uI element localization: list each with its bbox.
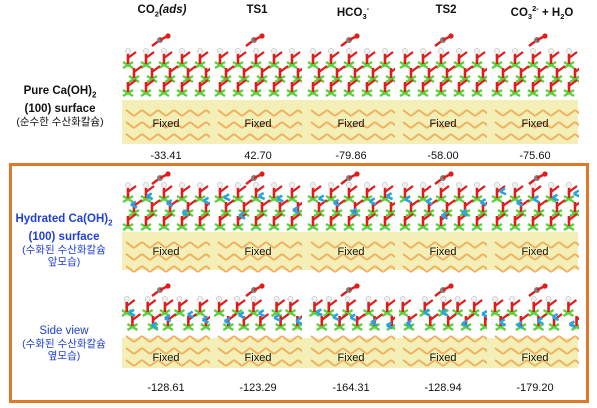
column-header-hco3: HCO3- bbox=[336, 4, 370, 22]
energy-value: -164.31 bbox=[332, 382, 370, 394]
hydrated-section-frame bbox=[9, 163, 589, 403]
fixed-label: Fixed bbox=[521, 352, 549, 364]
fixed-label: Fixed bbox=[429, 118, 457, 130]
column-header-ts1: TS1 bbox=[246, 4, 268, 16]
atomic-structure-svg bbox=[122, 33, 210, 141]
column-header-ts2: TS2 bbox=[435, 4, 457, 16]
structure-panel bbox=[214, 170, 302, 278]
energy-value: -33.41 bbox=[150, 150, 182, 162]
energy-value: -79.86 bbox=[335, 150, 367, 162]
structure-panel bbox=[399, 282, 487, 372]
fixed-label: Fixed bbox=[429, 352, 457, 364]
column-header-co3-h2o: CO32- + H2O bbox=[510, 4, 574, 22]
atomic-structure-svg bbox=[214, 171, 302, 273]
atomic-structure-svg bbox=[122, 171, 210, 273]
fixed-label: Fixed bbox=[152, 352, 180, 364]
structure-panel bbox=[307, 28, 395, 146]
structure-panel bbox=[399, 28, 487, 146]
energy-value: -75.60 bbox=[519, 150, 551, 162]
fixed-band-hydrated bbox=[122, 232, 578, 270]
atomic-structure-svg bbox=[214, 283, 302, 367]
fixed-label: Fixed bbox=[337, 246, 365, 258]
fixed-label: Fixed bbox=[521, 118, 549, 130]
fixed-label: Fixed bbox=[337, 118, 365, 130]
energy-value: -123.29 bbox=[239, 382, 277, 394]
row-label-pure: Pure Ca(OH)2 (100) surface (순수한 수산화칼슘) bbox=[16, 85, 104, 129]
row-label-side-view: Side view (수화된 수산화칼슘 옆모습) bbox=[22, 325, 106, 362]
row-label-hydrated: Hydrated Ca(OH)2 (100) surface (수화된 수산화칼… bbox=[15, 213, 113, 269]
fixed-label: Fixed bbox=[244, 118, 272, 130]
atomic-structure-svg bbox=[214, 33, 302, 141]
structure-panel bbox=[491, 282, 579, 372]
column-header-co2-ads: CO2(ads) bbox=[137, 4, 187, 19]
structure-panel bbox=[122, 170, 210, 278]
atomic-structure-svg bbox=[307, 33, 395, 141]
atomic-structure-svg bbox=[308, 283, 395, 367]
structure-panel bbox=[214, 28, 302, 146]
energy-value: -128.94 bbox=[424, 382, 462, 394]
energy-value: -179.20 bbox=[516, 382, 554, 394]
fixed-label: Fixed bbox=[429, 246, 457, 258]
structure-panel bbox=[491, 28, 579, 146]
fixed-label: Fixed bbox=[521, 246, 549, 258]
structure-panel bbox=[491, 170, 579, 278]
atomic-structure-svg bbox=[307, 171, 395, 273]
structure-panel bbox=[122, 282, 210, 372]
structure-panel bbox=[122, 28, 210, 146]
fixed-label: Fixed bbox=[244, 246, 272, 258]
atomic-structure-svg bbox=[399, 171, 487, 273]
energy-value: -128.61 bbox=[147, 382, 185, 394]
fixed-band-pure bbox=[122, 100, 578, 144]
structure-panel bbox=[399, 170, 487, 278]
structure-panel bbox=[307, 170, 395, 278]
atomic-structure-svg bbox=[399, 33, 487, 141]
atomic-structure-svg bbox=[491, 33, 579, 141]
atomic-structure-svg bbox=[399, 283, 487, 367]
energy-value: 42.70 bbox=[244, 150, 272, 162]
fixed-label: Fixed bbox=[152, 118, 180, 130]
fixed-label: Fixed bbox=[337, 352, 365, 364]
atomic-structure-svg bbox=[491, 283, 579, 367]
energy-value: -58.00 bbox=[427, 150, 459, 162]
fixed-label: Fixed bbox=[152, 246, 180, 258]
fixed-label: Fixed bbox=[244, 352, 272, 364]
atomic-structure-svg bbox=[122, 283, 210, 367]
structure-panel bbox=[307, 282, 395, 372]
atomic-structure-svg bbox=[491, 171, 579, 273]
structure-panel bbox=[214, 282, 302, 372]
